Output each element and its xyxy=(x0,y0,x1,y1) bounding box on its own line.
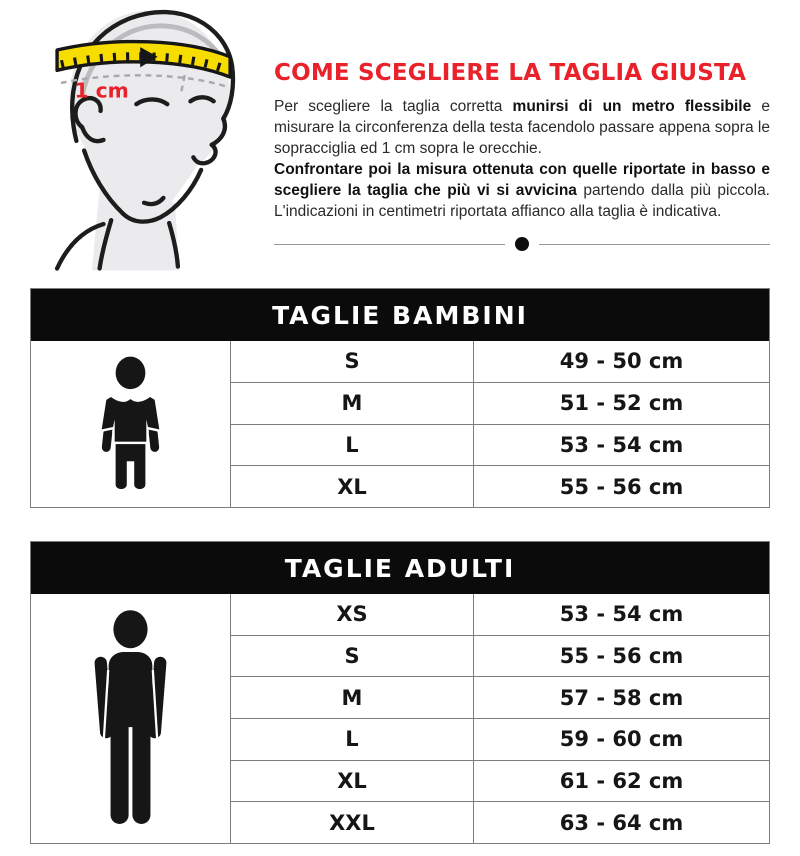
size-range: 49 - 50 cm xyxy=(559,349,684,374)
size-range: 61 - 62 cm xyxy=(559,769,684,794)
paragraph-bold-segment: Confrontare poi la misura ottenuta con q… xyxy=(274,161,770,199)
intro-text-column: COME SCEGLIERE LA TAGLIA GIUSTA Per sceg… xyxy=(262,0,770,288)
divider-line xyxy=(539,243,770,245)
size-range: 57 - 58 cm xyxy=(559,685,684,710)
adults-size-table: TAGLIE ADULTI xyxy=(30,541,770,844)
head-with-tape-measure-icon: 1 cm xyxy=(54,9,236,271)
intro-section: 1 cm COME SCEGLIERE LA TAGLIA GIUSTA Per… xyxy=(30,0,770,288)
size-range: 55 - 56 cm xyxy=(559,474,684,499)
page-title: COME SCEGLIERE LA TAGLIA GIUSTA xyxy=(274,60,747,86)
size-row: XL 61 - 62 cm xyxy=(231,759,769,802)
size-row: L 53 - 54 cm xyxy=(231,423,769,466)
size-range: 55 - 56 cm xyxy=(559,644,684,668)
kids-size-table: TAGLIE BAMBINI xyxy=(30,288,770,508)
size-label: XXL xyxy=(231,802,474,844)
size-label: L xyxy=(231,424,474,466)
size-row: S 49 - 50 cm xyxy=(231,341,769,382)
tape-one-cm-label: 1 cm xyxy=(74,78,128,102)
paragraph-segment: Per scegliere la taglia corretta xyxy=(274,98,513,115)
size-label: S xyxy=(231,635,474,677)
size-range: 53 - 54 cm xyxy=(559,602,684,627)
child-silhouette-icon xyxy=(31,341,231,507)
size-label: M xyxy=(231,677,474,719)
size-row: M 51 - 52 cm xyxy=(231,381,769,424)
size-range: 51 - 52 cm xyxy=(559,391,684,416)
adults-table-body: XS 53 - 54 cm S 55 - 56 cm M 57 - 58 cm L 59 - … xyxy=(31,594,769,844)
kids-table-body: S 49 - 50 cm M 51 - 52 cm L 53 - 54 cm XL 55 - … xyxy=(31,341,769,507)
size-row: XXL 63 - 64 cm xyxy=(231,801,769,844)
adults-table-header: TAGLIE ADULTI xyxy=(31,542,769,594)
paragraph-segment: partendo dalla più piccola. L'indicazion… xyxy=(274,182,770,220)
kids-size-rows: S 49 - 50 cm M 51 - 52 cm L 53 - 54 cm XL 55 - … xyxy=(231,341,769,507)
size-row: XS 53 - 54 cm xyxy=(231,594,769,635)
size-label: XS xyxy=(231,594,474,635)
size-row: L 59 - 60 cm xyxy=(231,718,769,760)
size-range: 59 - 60 cm xyxy=(559,727,684,752)
head-measure-illustration: 1 cm xyxy=(30,0,262,288)
divider-line xyxy=(274,243,505,245)
adults-size-rows: XS 53 - 54 cm S 55 - 56 cm M 57 - 58 cm L 59 - … xyxy=(231,594,769,844)
size-range: 63 - 64 cm xyxy=(559,810,684,835)
adult-silhouette-icon xyxy=(31,594,231,843)
divider-dot xyxy=(515,237,529,251)
kids-table-header: TAGLIE BAMBINI xyxy=(31,289,769,341)
size-label: XL xyxy=(231,466,474,507)
size-label: S xyxy=(231,341,474,382)
paragraph-bold-segment: munirsi di un metro flessibile xyxy=(512,98,752,115)
size-range: 53 - 54 cm xyxy=(559,432,684,457)
size-row: XL 55 - 56 cm xyxy=(231,465,769,507)
section-divider xyxy=(274,237,770,251)
size-row: S 55 - 56 cm xyxy=(231,634,769,677)
size-label: XL xyxy=(231,760,474,802)
size-label: M xyxy=(231,382,474,424)
tape-pointer xyxy=(140,47,158,68)
size-label: L xyxy=(231,719,474,760)
paragraph-segment: e misurare la circonferenza della testa … xyxy=(274,98,770,157)
intro-paragraph: Per scegliere la taglia corretta munirsi… xyxy=(274,96,770,222)
size-row: M 57 - 58 cm xyxy=(231,676,769,719)
